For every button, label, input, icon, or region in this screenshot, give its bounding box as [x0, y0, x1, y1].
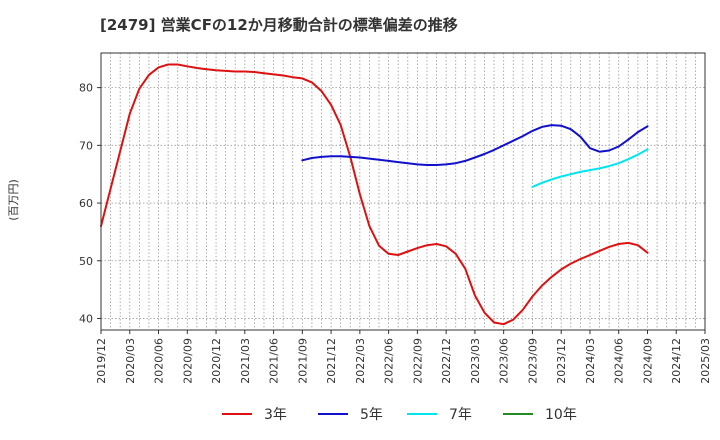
x-tick-label: 2020/06 — [153, 338, 166, 384]
grid — [101, 53, 705, 330]
legend: 3年 5年 7年 10年 — [222, 407, 577, 423]
x-tick-label: 2020/03 — [124, 338, 137, 384]
legend-label-2: 5年 — [360, 407, 383, 423]
x-tick-label: 2021/06 — [268, 338, 281, 384]
y-tick-label: 70 — [79, 139, 93, 152]
series-line-3 — [531, 148, 649, 188]
y-tick-label: 50 — [79, 255, 93, 268]
legend-label-1: 3年 — [264, 407, 287, 423]
x-tick-label: 2023/09 — [526, 338, 539, 384]
x-tick-label: 2021/03 — [239, 338, 252, 384]
y-tick-label: 80 — [79, 82, 93, 95]
x-tick-label: 2025/03 — [699, 338, 712, 384]
legend-label-4: 10年 — [545, 407, 577, 423]
plot-frame — [100, 52, 706, 331]
x-tick-label: 2024/09 — [641, 338, 654, 384]
y-tick-label: 40 — [79, 312, 93, 325]
x-axis-ticks: 2019/12 2020/03 2020/06 2020/09 2020/12 2021/… — [95, 330, 712, 384]
y-tick-label: 60 — [79, 197, 93, 210]
legend-label-3: 7年 — [449, 407, 472, 423]
y-axis-ticks: 40 50 60 70 80 — [79, 82, 101, 325]
x-tick-label: 2022/03 — [354, 338, 367, 384]
y-axis-label: (百万円) — [7, 179, 20, 221]
x-tick-label: 2022/06 — [383, 338, 396, 384]
series-group — [100, 63, 649, 326]
x-tick-label: 2022/12 — [440, 338, 453, 384]
x-tick-label: 2023/12 — [555, 338, 568, 384]
chart-title: [2479] 営業CFの12か月移動合計の標準偏差の推移 — [100, 16, 458, 34]
x-tick-label: 2024/03 — [584, 338, 597, 384]
x-tick-label: 2020/09 — [181, 338, 194, 384]
x-tick-label: 2019/12 — [95, 338, 108, 384]
x-tick-label: 2023/06 — [498, 338, 511, 384]
x-tick-label: 2022/09 — [411, 338, 424, 384]
x-tick-label: 2024/06 — [613, 338, 626, 384]
series-line-1 — [100, 63, 649, 326]
x-tick-label: 2024/12 — [670, 338, 683, 384]
x-tick-label: 2023/03 — [469, 338, 482, 384]
series-line-2 — [301, 124, 649, 166]
x-tick-label: 2021/09 — [296, 338, 309, 384]
x-tick-label: 2021/12 — [325, 338, 338, 384]
x-tick-label: 2020/12 — [210, 338, 223, 384]
